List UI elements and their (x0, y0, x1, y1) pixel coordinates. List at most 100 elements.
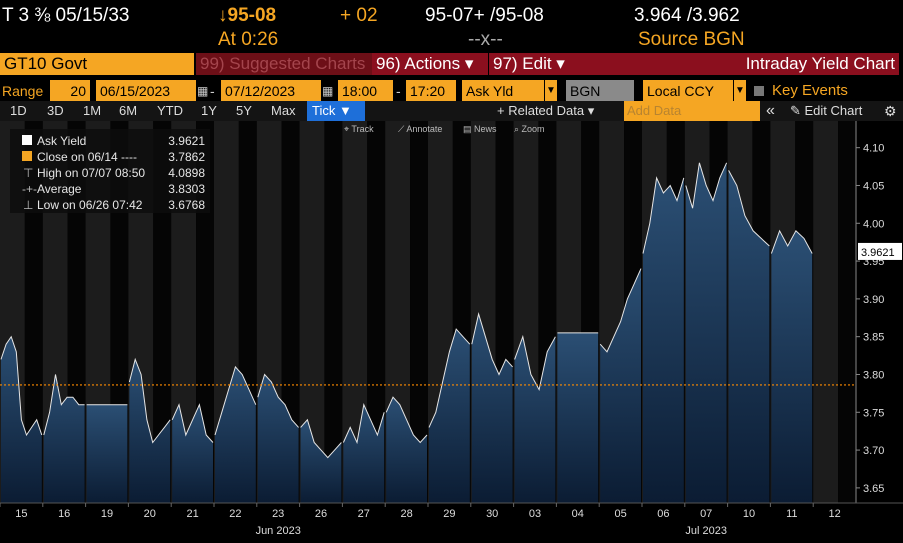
key-events-checkbox[interactable] (754, 86, 764, 96)
period-1m[interactable]: 1M (83, 103, 102, 118)
track-tool[interactable]: ⌖ Track (344, 124, 374, 134)
period-3d[interactable]: 3D (47, 103, 64, 118)
chart-tools: ⌖ Track ⟋ Annotate ▤ News ⌕ Zoom (344, 124, 545, 134)
y-tick-label: 3.75 (863, 407, 884, 419)
security-input[interactable]: GT10 Govt (0, 53, 194, 75)
y-tick-label: 4.00 (863, 218, 884, 230)
x-tick-label: 05 (614, 508, 626, 520)
yield-area (471, 314, 513, 503)
legend-value: 3.7862 (168, 150, 205, 164)
period-bar: 1D 3D 1M 6M YTD 1Y 5Y Max Tick ▼ + Relat… (0, 101, 903, 121)
intraday-yield-chart: 3.65 3.70 3.75 3.80 3.85 3.90 3.95 4.00 4.05 4.10… (0, 121, 903, 538)
collapse-icon[interactable]: « (766, 102, 775, 119)
function-title: Intraday Yield Chart (581, 53, 899, 75)
off-hours-band (367, 121, 386, 503)
yield-area (172, 404, 213, 503)
chevron-down-icon[interactable]: ▼ (545, 80, 557, 102)
yield-line (728, 170, 770, 247)
price-time: At 0:26 (218, 29, 279, 50)
yield-series (0, 162, 813, 504)
chart-canvas[interactable]: 3.653.703.753.803.853.903.954.004.054.10… (0, 121, 903, 538)
source-input[interactable]: BGN (566, 80, 634, 102)
yield-area (429, 329, 470, 503)
period-6m[interactable]: 6M (119, 103, 138, 118)
y-tick-label: 3.65 (863, 483, 884, 495)
current-value-box (858, 242, 902, 260)
legend-label: Ask Yield (37, 134, 86, 148)
legend-value: 3.6768 (168, 198, 205, 212)
session-band (813, 121, 839, 503)
legend-label: High on 07/07 08:50 (37, 166, 145, 180)
calendar-icon[interactable]: ▦ (322, 84, 334, 98)
legend-label: Close on 06/14 ---- (37, 150, 137, 164)
y-axis: 3.653.703.753.803.853.903.954.004.054.10 (856, 143, 884, 495)
x-tick-label: 04 (572, 508, 584, 520)
price-change: ↓95-08 (218, 5, 277, 26)
y-tick-label: 3.70 (863, 445, 884, 457)
x-tick-label: 06 (657, 508, 669, 520)
average-marker-icon: -+- (22, 182, 37, 196)
annotate-tool[interactable]: ⟋ Annotate (398, 124, 442, 134)
bid-ask-price: 95-07+ /95-08 (425, 5, 544, 26)
yield-area (771, 230, 813, 504)
legend: Ask Yield 3.9621 Close on 06/14 ---- 3.7… (10, 129, 210, 213)
zoom-tool[interactable]: ⌕ Zoom (514, 124, 545, 134)
range-days-input[interactable]: 20 (50, 80, 90, 102)
end-time-input[interactable]: 17:20 (406, 80, 456, 102)
period-ytd[interactable]: YTD (157, 103, 183, 118)
actions-menu[interactable]: 96) Actions ▾ (372, 53, 488, 75)
chevron-down-icon[interactable]: ▼ (734, 80, 746, 102)
off-hours-band (838, 121, 856, 503)
yield-area (643, 177, 684, 503)
x-tick-label: 15 (15, 508, 27, 520)
x-tick-label: 10 (743, 508, 755, 520)
suggested-charts-button[interactable]: 99) Suggested Charts (196, 53, 372, 75)
x-tick-label: 23 (272, 508, 284, 520)
end-date-input[interactable]: 07/12/2023 (221, 80, 321, 102)
calendar-icon[interactable]: ▦ (197, 84, 209, 98)
x-axis: 15 16 19 20 21 22 23 26 27 28 29 30 03 04 05 06 07 10 11 12… (0, 502, 903, 537)
gear-icon[interactable]: ⚙ (884, 103, 897, 119)
yield-line (257, 373, 299, 428)
yield-area (600, 268, 641, 503)
start-date-input[interactable]: 06/15/2023 (96, 80, 196, 102)
yield-line (471, 312, 513, 376)
range-label: Range (2, 83, 44, 99)
range-bar: Range 20 06/15/2023 ▦ - 07/12/2023 ▦ 18:… (0, 80, 903, 102)
yield-line (214, 365, 257, 436)
period-1d[interactable]: 1D (10, 103, 27, 118)
bid-ask-yield: 3.964 /3.962 (634, 5, 740, 26)
x-tick-label: 19 (101, 508, 113, 520)
yield-area (86, 404, 128, 503)
yield-line (128, 357, 171, 444)
x-tick-label: 27 (358, 508, 370, 520)
field-select[interactable]: Ask Yld (462, 80, 544, 102)
x-tick-label: 07 (700, 508, 712, 520)
yield-area (685, 162, 727, 504)
start-time-input[interactable]: 18:00 (338, 80, 393, 102)
currency-select[interactable]: Local CCY (643, 80, 733, 102)
yield-line (599, 268, 642, 353)
add-data-input[interactable]: Add Data (624, 101, 760, 121)
y-tick-label: 3.90 (863, 294, 884, 306)
period-tick-active[interactable]: Tick ▼ (307, 101, 365, 121)
yield-area (43, 374, 85, 503)
edit-chart-button[interactable]: ✎ Edit Chart (790, 103, 863, 118)
news-tool[interactable]: ▤ News (463, 124, 497, 134)
yield-area (300, 419, 342, 503)
off-hours-band (410, 121, 428, 503)
high-marker-icon: ⊤ (23, 166, 33, 180)
legend-label: Low on 06/26 07:42 (37, 198, 143, 212)
period-5y[interactable]: 5Y (236, 103, 252, 118)
yield-line (770, 229, 813, 254)
price-source: Source BGN (638, 29, 745, 50)
period-max[interactable]: Max (271, 103, 296, 118)
period-1y[interactable]: 1Y (201, 103, 217, 118)
time-dash: - (396, 83, 401, 99)
yield-area (514, 336, 556, 503)
yield-line (685, 162, 728, 209)
related-data-menu[interactable]: + Related Data ▾ (497, 103, 595, 118)
x-tick-label: 30 (486, 508, 498, 520)
x-tick-label: 16 (58, 508, 70, 520)
edit-menu[interactable]: 97) Edit ▾ (489, 53, 581, 75)
